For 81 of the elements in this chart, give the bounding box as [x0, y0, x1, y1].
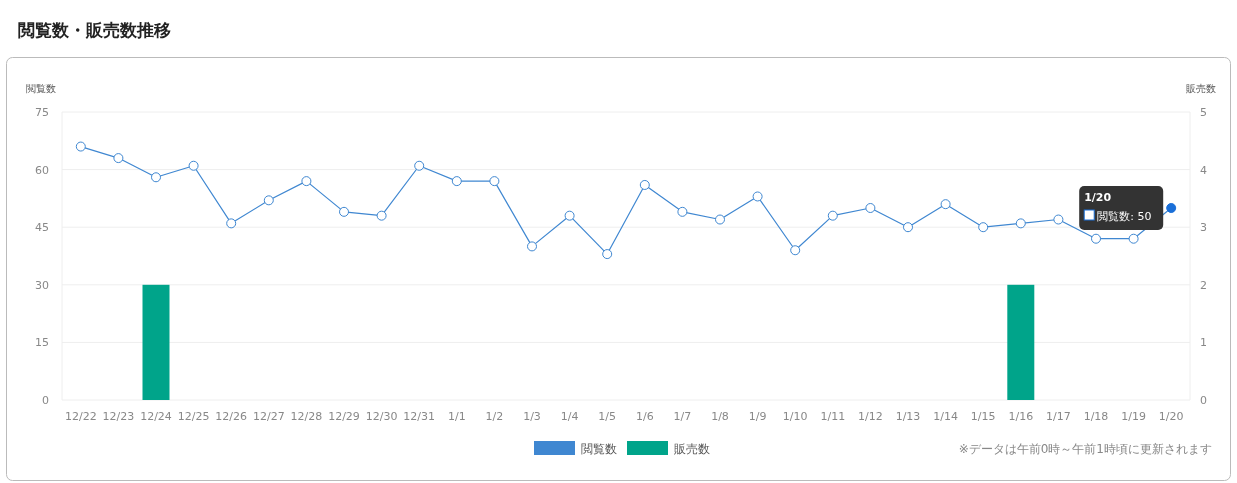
x-tick-label: 1/12 — [858, 410, 883, 423]
y-tick-label: 75 — [35, 106, 49, 119]
x-tick-label: 12/27 — [252, 410, 285, 423]
x-tick-label: 1/17 — [1046, 410, 1071, 423]
x-tick-label: 1/5 — [598, 410, 617, 423]
x-tick-label: 12/25 — [177, 410, 210, 423]
x-tick-label: 12/28 — [290, 410, 323, 423]
point — [1053, 214, 1064, 225]
point — [1015, 218, 1026, 229]
x-tick-label: 12/30 — [365, 410, 398, 423]
point — [339, 206, 349, 217]
point — [226, 218, 237, 229]
point — [1128, 233, 1139, 244]
x-tick-label: 1/15 — [970, 410, 996, 423]
x-tick-label: 1/6 — [635, 410, 654, 423]
point — [451, 176, 462, 187]
y2-tick-label: 2 — [1200, 278, 1207, 292]
x-tick-label: 1/7 — [673, 410, 692, 423]
point — [1091, 233, 1101, 244]
point — [188, 160, 199, 171]
y2-tick-label: 1 — [1200, 336, 1207, 350]
point — [376, 210, 387, 221]
tooltip: 1/20 閲覧数: 50 — [1079, 186, 1164, 230]
point — [677, 206, 688, 217]
point — [489, 176, 500, 187]
x-tick-label: 1/13 — [895, 410, 921, 423]
point — [564, 210, 575, 221]
point — [978, 222, 989, 233]
x-tick-label: 1/10 — [782, 410, 808, 423]
annotation: 閲覧数: 50 — [1097, 210, 1152, 223]
x-tick-label: 1/3 — [523, 410, 541, 423]
annotation: 1/20 — [1084, 191, 1112, 204]
y2-tick-label: 3 — [1200, 221, 1207, 235]
x-tick-label: 1/2 — [485, 410, 504, 423]
x-tick-label: 12/22 — [64, 410, 97, 423]
x-tick-label: 1/20 — [1158, 410, 1184, 423]
y-tick-label: 15 — [35, 336, 49, 350]
point — [602, 249, 613, 260]
point — [151, 172, 161, 183]
point — [113, 153, 124, 164]
point — [263, 195, 274, 206]
y-axis-title: 閲覧数 — [26, 83, 56, 94]
legend-label: 閲覧数 — [581, 442, 617, 456]
point — [75, 141, 86, 152]
x-tick-label: 12/23 — [102, 410, 135, 423]
point — [940, 199, 951, 210]
y-tick-label: 60 — [35, 163, 49, 177]
x-tick-label: 12/31 — [403, 410, 436, 423]
point — [715, 214, 725, 225]
point — [301, 176, 312, 187]
x-tick-label: 1/1 — [447, 410, 466, 423]
x-tick-label: 1/11 — [820, 410, 846, 423]
x-tick-label: 1/8 — [711, 410, 729, 423]
point — [790, 245, 801, 256]
y2-tick-label: 0 — [1200, 394, 1207, 407]
point — [903, 222, 913, 233]
text: ※データは午前0時～午前1時頃に更新されます — [958, 442, 1212, 456]
chart-title: 閲覧数・販売数推移 — [18, 20, 171, 40]
x-tick-label: 1/14 — [933, 410, 958, 423]
x-tick-label: 1/18 — [1083, 410, 1109, 423]
y2-axis-title: 販売数 — [1186, 83, 1216, 94]
y-tick-label: 0 — [42, 394, 49, 407]
x-tick-label: 1/16 — [1008, 410, 1034, 423]
legend-label: 販売数 — [674, 442, 710, 456]
point — [827, 210, 838, 221]
x-tick-label: 1/9 — [748, 410, 767, 423]
x-tick-label: 12/29 — [328, 410, 360, 423]
x-tick-label: 1/19 — [1121, 410, 1146, 423]
x-tick-label: 1/4 — [560, 410, 579, 423]
point — [414, 160, 425, 171]
x-tick-label: 12/26 — [215, 410, 248, 423]
y-tick-label: 45 — [35, 221, 49, 235]
y-tick-label: 30 — [35, 278, 49, 292]
y2-tick-label: 5 — [1200, 106, 1207, 119]
point — [752, 191, 763, 202]
y2-tick-label: 4 — [1200, 163, 1207, 177]
point — [527, 241, 537, 252]
point — [865, 203, 876, 213]
x-tick-label: 12/24 — [140, 410, 172, 423]
point — [1166, 203, 1177, 213]
point — [639, 179, 650, 190]
